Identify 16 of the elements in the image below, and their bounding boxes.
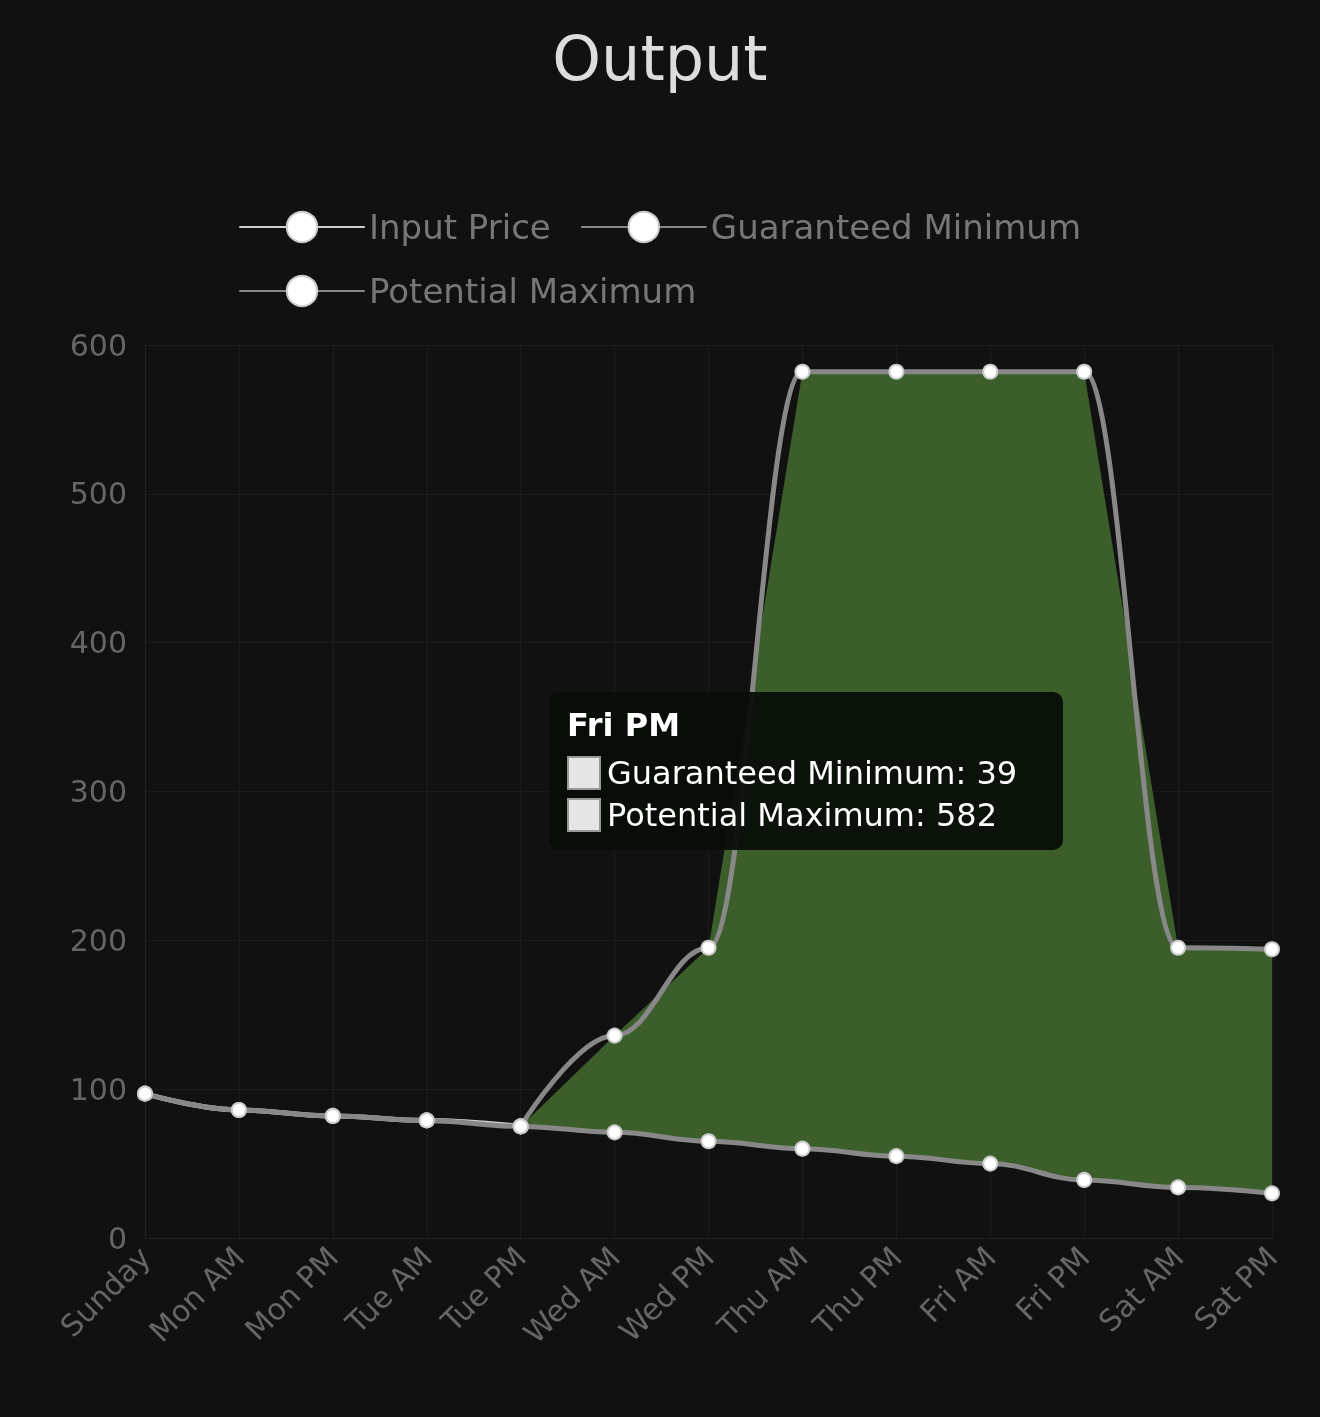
legend-label: Guaranteed Minimum: [710, 207, 1081, 247]
y-tick-label: 300: [69, 774, 127, 809]
y-tick-label: 0: [107, 1220, 127, 1256]
y-tick-label: 500: [69, 476, 127, 512]
x-tick-label: Tue AM: [337, 1239, 440, 1341]
legend-label: Potential Maximum: [369, 271, 697, 311]
chart-title: Output: [552, 21, 768, 95]
y-tick-label: 200: [69, 922, 127, 958]
annotation: Potential Maximum: 582: [607, 795, 998, 836]
legend-label: Input Price: [369, 207, 551, 247]
y-tick-label: 100: [69, 1071, 127, 1107]
annotation: Guaranteed Minimum: 39: [607, 753, 1018, 794]
x-tick-label: Fri AM: [913, 1239, 1003, 1330]
annotation: Fri PM: [567, 706, 681, 744]
y-tick-label: 600: [69, 327, 127, 363]
y-tick-label: 400: [69, 625, 127, 661]
